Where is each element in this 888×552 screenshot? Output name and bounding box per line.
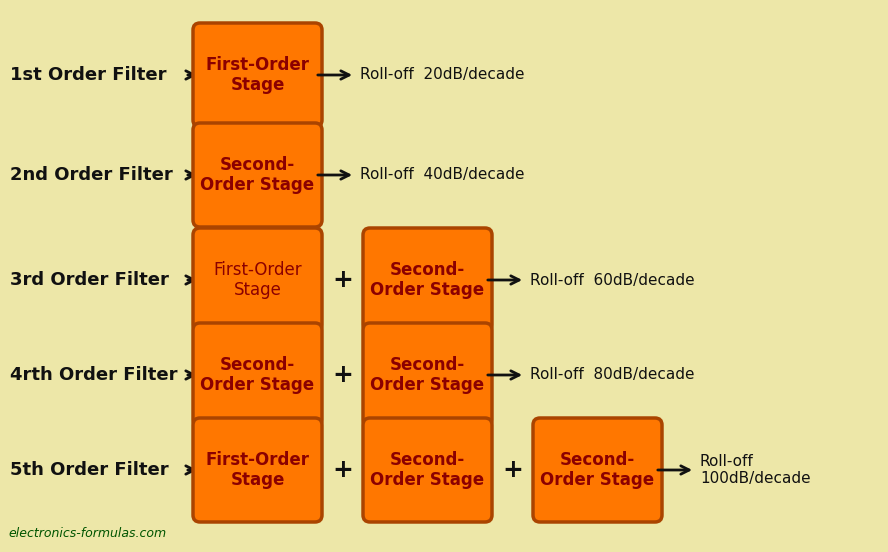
Text: +: + [332, 268, 353, 292]
Text: First-Order
Stage: First-Order Stage [205, 450, 310, 490]
FancyBboxPatch shape [193, 123, 322, 227]
Text: 5th Order Filter: 5th Order Filter [10, 461, 169, 479]
Text: 1st Order Filter: 1st Order Filter [10, 66, 166, 84]
Text: 2nd Order Filter: 2nd Order Filter [10, 166, 173, 184]
Text: +: + [502, 458, 523, 482]
Text: 3rd Order Filter: 3rd Order Filter [10, 271, 169, 289]
Text: Roll-off  60dB/decade: Roll-off 60dB/decade [530, 273, 694, 288]
FancyBboxPatch shape [193, 418, 322, 522]
Text: Roll-off  80dB/decade: Roll-off 80dB/decade [530, 368, 694, 383]
Text: Roll-off  40dB/decade: Roll-off 40dB/decade [360, 167, 525, 183]
Text: Second-
Order Stage: Second- Order Stage [370, 355, 485, 394]
FancyBboxPatch shape [193, 23, 322, 127]
Text: Second-
Order Stage: Second- Order Stage [370, 450, 485, 490]
Text: Roll-off
100dB/decade: Roll-off 100dB/decade [700, 454, 811, 486]
FancyBboxPatch shape [363, 418, 492, 522]
Text: +: + [332, 458, 353, 482]
FancyBboxPatch shape [193, 228, 322, 332]
Text: Second-
Order Stage: Second- Order Stage [201, 355, 314, 394]
Text: Roll-off  20dB/decade: Roll-off 20dB/decade [360, 67, 525, 82]
Text: First-Order
Stage: First-Order Stage [213, 261, 302, 299]
FancyBboxPatch shape [193, 323, 322, 427]
Text: electronics-formulas.com: electronics-formulas.com [8, 527, 166, 540]
Text: 4rth Order Filter: 4rth Order Filter [10, 366, 178, 384]
FancyBboxPatch shape [533, 418, 662, 522]
Text: First-Order
Stage: First-Order Stage [205, 56, 310, 94]
FancyBboxPatch shape [363, 323, 492, 427]
Text: Second-
Order Stage: Second- Order Stage [201, 156, 314, 194]
Text: Second-
Order Stage: Second- Order Stage [541, 450, 654, 490]
FancyBboxPatch shape [363, 228, 492, 332]
Text: +: + [332, 363, 353, 387]
Text: Second-
Order Stage: Second- Order Stage [370, 261, 485, 299]
